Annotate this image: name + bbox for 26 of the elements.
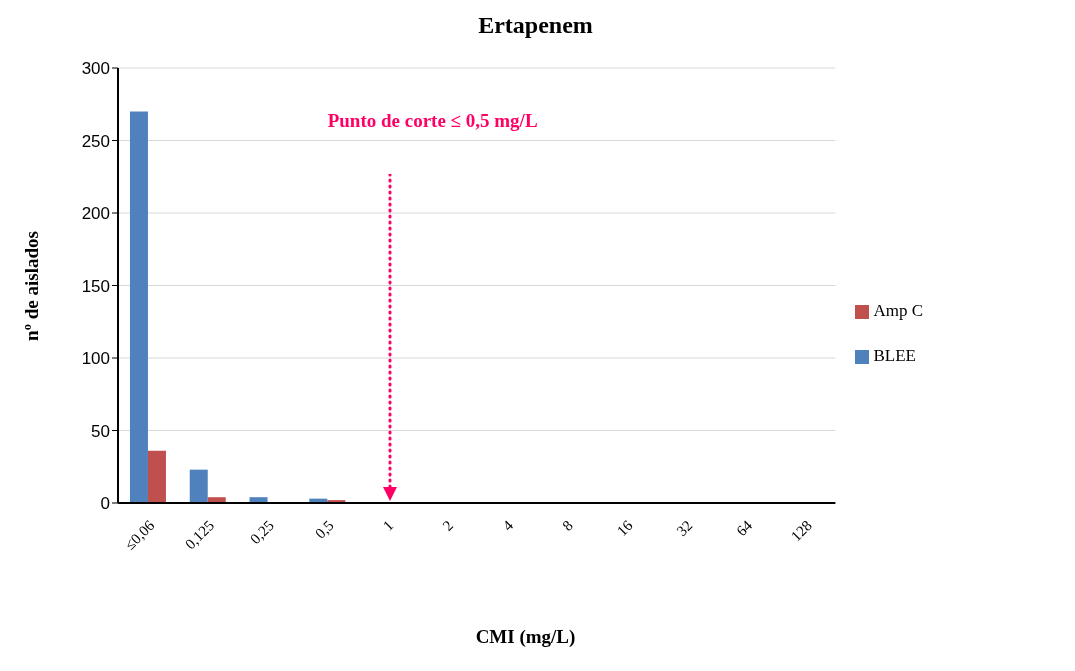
y-tick-label: 100 (81, 349, 110, 369)
x-tick-label: 64 (733, 516, 756, 540)
y-axis-title: nº de aislados (21, 230, 43, 341)
x-tick-label: 2 (439, 517, 457, 534)
legend-label: BLEE (873, 346, 916, 365)
x-tick-label: 16 (613, 516, 636, 540)
x-tick-label: 1 (379, 517, 397, 534)
chart-title: Ertapenem (477, 12, 594, 39)
y-tick-label: 50 (91, 421, 110, 441)
bar (129, 111, 148, 503)
bar (147, 450, 166, 503)
x-tick-label: 4 (499, 516, 517, 534)
annotation: Punto de corte ≤ 0,5 mg/L (309, 110, 556, 132)
x-tick-label: 0,5 (312, 517, 337, 542)
y-tick-label: 150 (81, 276, 110, 296)
y-tick-label: 200 (81, 204, 110, 224)
legend-label: Amp C (873, 301, 923, 320)
x-axis-title: CMI (mg/L) (474, 626, 577, 648)
x-tick-label: 0,25 (247, 517, 277, 548)
x-tick-label: 128 (787, 517, 815, 545)
y-tick-label: 0 (100, 494, 110, 514)
y-tick-label: 250 (81, 131, 110, 151)
bar (189, 469, 208, 503)
x-tick-label: 8 (559, 517, 576, 534)
y-tick-label: 300 (81, 59, 110, 79)
x-tick-label: 32 (673, 517, 696, 540)
